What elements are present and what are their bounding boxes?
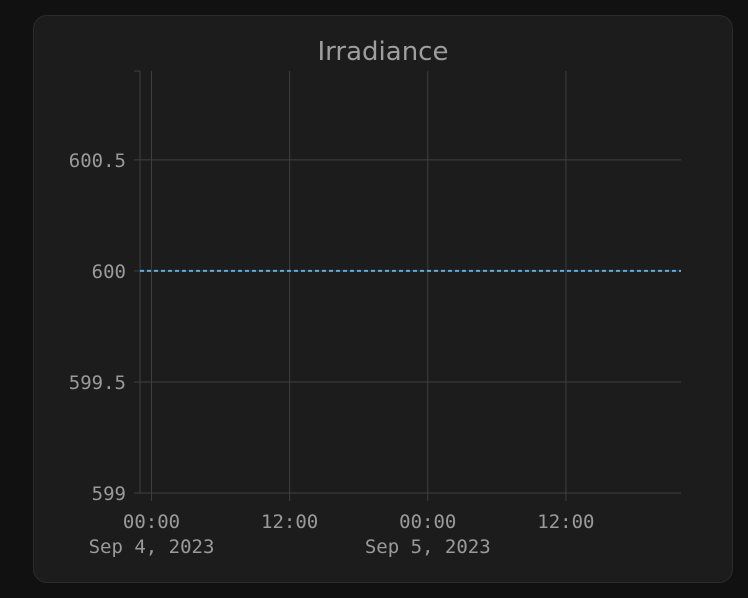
- y-tick-label: 600.5: [69, 150, 126, 172]
- x-tick-label: 00:00: [399, 511, 456, 533]
- y-tick-label: 600: [92, 261, 126, 283]
- x-tick-label: 00:00: [123, 511, 180, 533]
- y-tick-label: 599.5: [69, 372, 126, 394]
- chart-card: Irradiance: [33, 15, 733, 583]
- y-tick-label: 599: [92, 483, 126, 505]
- x-tick-label: 12:00: [537, 511, 594, 533]
- x-tick-label: 12:00: [261, 511, 318, 533]
- x-tick-date-label: Sep 4, 2023: [89, 536, 215, 558]
- x-tick-date-label: Sep 5, 2023: [365, 536, 491, 558]
- chart-title: Irradiance: [317, 37, 449, 67]
